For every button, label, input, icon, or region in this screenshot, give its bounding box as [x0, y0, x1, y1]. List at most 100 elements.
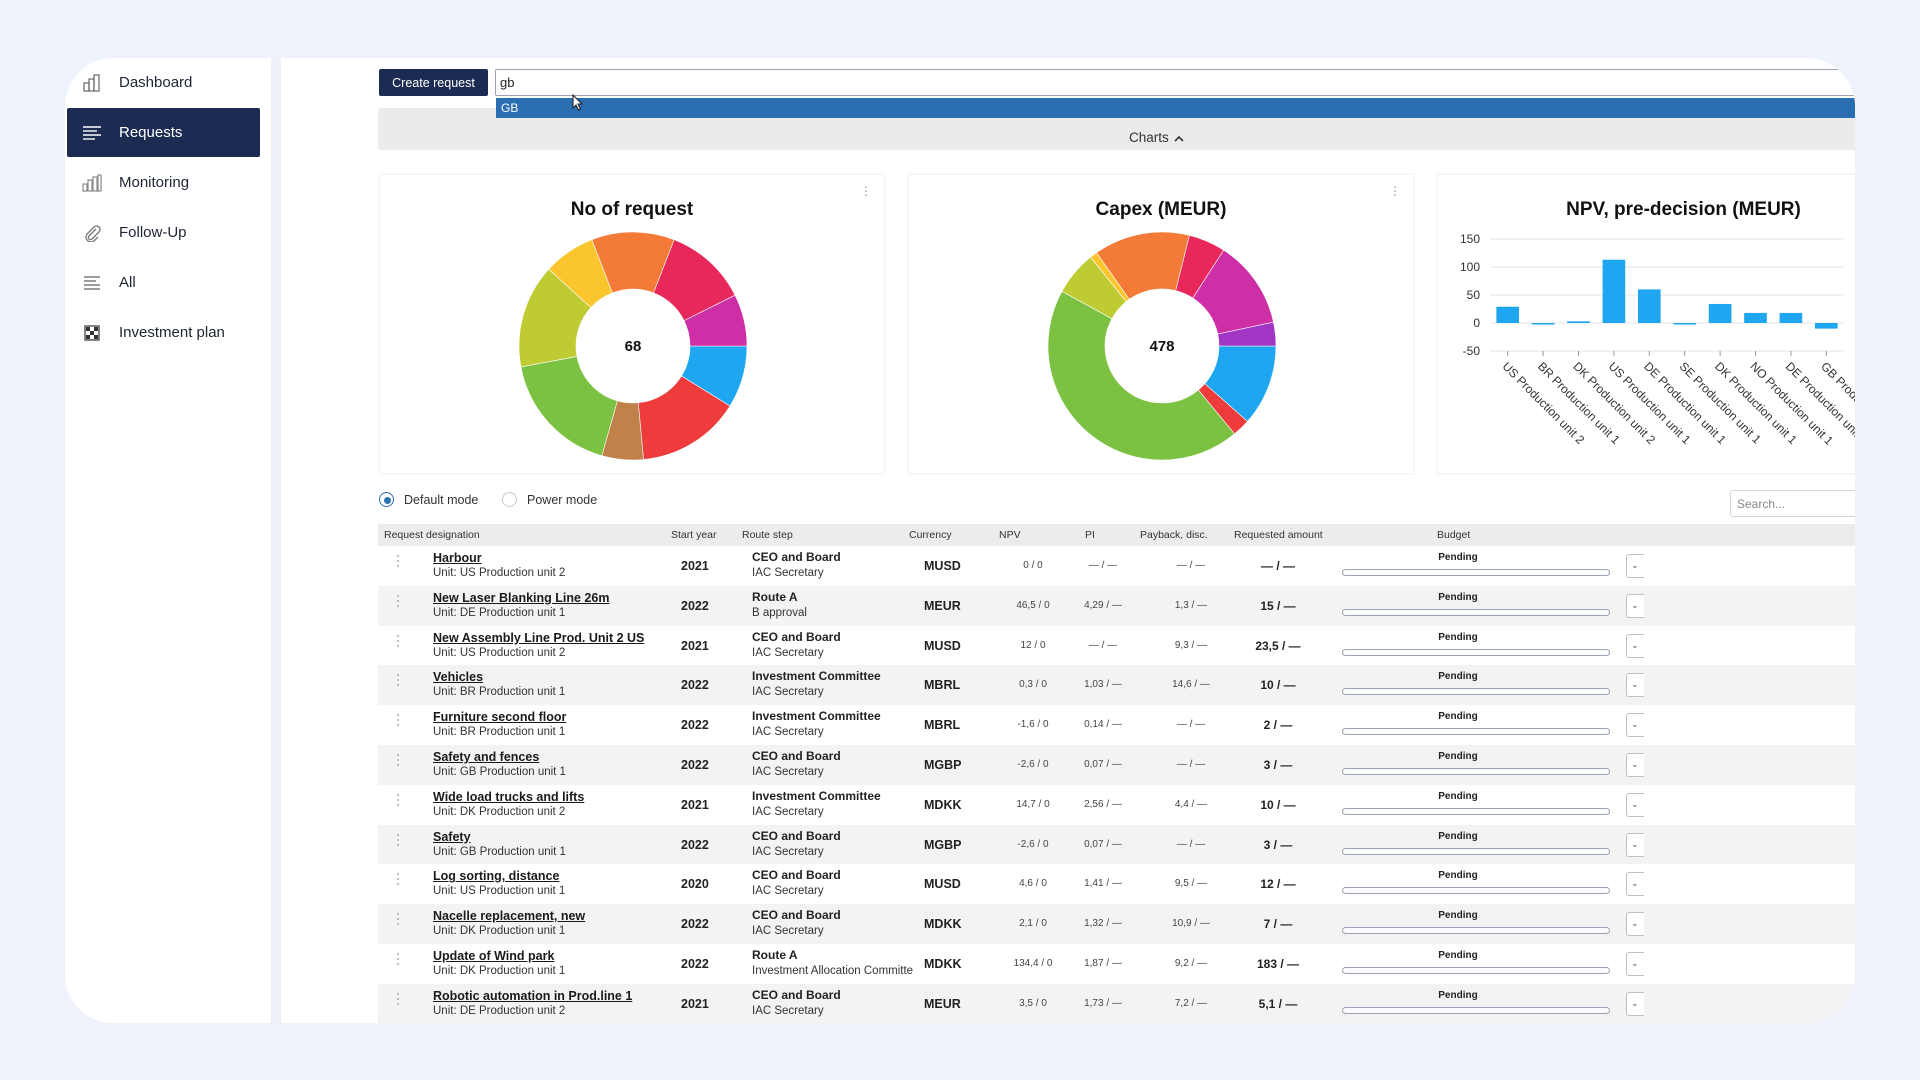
pi-value: 1,87 / —	[1084, 957, 1122, 969]
npv-value: 12 / 0	[1020, 639, 1046, 651]
bar[interactable]	[1814, 323, 1838, 329]
col-header-payback[interactable]: Payback, disc.	[1140, 529, 1208, 541]
chevron-down-icon[interactable]: ⌄	[1626, 832, 1644, 857]
request-title-link[interactable]: Vehicles	[433, 670, 484, 685]
bar[interactable]	[1567, 321, 1590, 323]
donut-slice[interactable]	[1217, 321, 1277, 347]
row-menu-icon[interactable]	[397, 873, 401, 888]
col-header-currency[interactable]: Currency	[909, 529, 952, 541]
row-menu-icon[interactable]	[397, 674, 401, 689]
pi-value: 1,03 / —	[1084, 679, 1122, 691]
radio-selected[interactable]	[379, 492, 394, 507]
chevron-down-icon[interactable]: ⌄	[1626, 792, 1644, 817]
request-title-link[interactable]: Safety and fences	[433, 749, 540, 764]
row-menu-icon[interactable]	[397, 992, 401, 1008]
table-row[interactable]: Log sorting, distance Unit: US Production…	[378, 864, 1855, 904]
request-title-link[interactable]: Safety	[433, 829, 471, 844]
table-row[interactable]: Nacelle replacement, new Unit: DK Product…	[378, 904, 1855, 944]
row-menu-icon[interactable]	[397, 634, 401, 650]
dropdown-option-gb[interactable]: GB	[496, 98, 1855, 118]
request-title-link[interactable]: Update of Wind park	[433, 948, 555, 963]
route-step: CEO and Board	[752, 629, 841, 644]
row-menu-icon[interactable]	[397, 793, 401, 809]
create-request-button[interactable]: Create request	[379, 69, 488, 96]
bar[interactable]	[1708, 303, 1732, 323]
table-row[interactable]: Safety and fences Unit: GB Production uni…	[378, 744, 1855, 785]
table-row[interactable]: Harbour Unit: US Production unit 2 2021 CEO…	[378, 546, 1855, 586]
start-year: 2022	[681, 956, 709, 971]
col-header-route-step[interactable]: Route step	[742, 529, 793, 541]
sidebar-item-requests[interactable]: Requests	[67, 108, 260, 157]
list-icon	[81, 123, 103, 143]
search-input[interactable]: gb	[495, 69, 1855, 96]
chevron-down-icon[interactable]: ⌄	[1626, 951, 1644, 976]
row-menu-icon[interactable]	[397, 594, 401, 610]
col-header-npv[interactable]: NPV	[999, 529, 1021, 541]
charts-toggle[interactable]: Charts	[1129, 130, 1184, 145]
sidebar-item-all[interactable]: All	[67, 258, 260, 307]
request-title-link[interactable]: Robotic automation in Prod.line 1	[433, 988, 633, 1003]
col-header-designation[interactable]: Request designation	[384, 529, 480, 541]
chevron-down-icon[interactable]: ⌄	[1626, 633, 1644, 658]
table-row[interactable]: Safety Unit: GB Production unit 1 2022 CEO …	[378, 824, 1855, 865]
donut-slice[interactable]	[683, 294, 748, 347]
table-row[interactable]: Robotic automation in Prod.line 1 Unit: D…	[378, 983, 1855, 1023]
row-menu-icon[interactable]	[397, 913, 401, 928]
table-row[interactable]: New Laser Blanking Line 26m Unit: DE Prod…	[378, 585, 1855, 626]
default-mode-label: Default mode	[404, 492, 479, 507]
chevron-down-icon[interactable]: ⌄	[1626, 593, 1644, 618]
bar[interactable]	[1673, 323, 1697, 325]
donut-slice[interactable]	[520, 356, 618, 457]
power-mode-radio[interactable]: Power mode	[502, 492, 597, 507]
pi-value: 2,56 / —	[1084, 798, 1122, 810]
sidebar-item-investment-plan[interactable]: Investment plan	[67, 308, 260, 357]
sidebar-item-monitoring[interactable]: Monitoring	[67, 158, 260, 207]
chevron-down-icon[interactable]: ⌄	[1626, 872, 1644, 897]
request-title-link[interactable]: New Assembly Line Prod. Unit 2 US	[433, 630, 645, 645]
bar[interactable]	[1779, 312, 1803, 323]
row-menu-icon[interactable]	[397, 753, 401, 769]
bar[interactable]	[1602, 259, 1626, 323]
route-step: CEO and Board	[752, 868, 841, 883]
radio-unselected[interactable]	[502, 492, 517, 507]
bar[interactable]	[1744, 312, 1767, 323]
chevron-down-icon[interactable]: ⌄	[1626, 554, 1644, 578]
budget-status: Pending	[1438, 631, 1478, 643]
table-row[interactable]: Furniture second floor Unit: BR Productio…	[378, 705, 1855, 745]
sidebar-item-dashboard[interactable]: Dashboard	[67, 58, 260, 107]
row-menu-icon[interactable]	[397, 555, 401, 570]
row-menu-icon[interactable]	[397, 833, 401, 849]
bar[interactable]	[1531, 323, 1555, 325]
bar[interactable]	[1637, 289, 1661, 323]
dashboard-icon	[81, 73, 103, 93]
chevron-down-icon[interactable]: ⌄	[1626, 752, 1644, 777]
table-search-input[interactable]: Search...	[1730, 490, 1855, 517]
table-row[interactable]: Update of Wind park Unit: DK Production u…	[378, 944, 1855, 984]
default-mode-radio[interactable]: Default mode	[379, 492, 478, 507]
col-header-requested[interactable]: Requested amount	[1234, 529, 1323, 541]
request-title-link[interactable]: New Laser Blanking Line 26m	[433, 590, 610, 605]
chevron-down-icon[interactable]: ⌄	[1626, 912, 1644, 937]
col-header-budget[interactable]: Budget	[1437, 529, 1471, 541]
request-title-link[interactable]: Furniture second floor	[433, 710, 567, 725]
power-mode-label: Power mode	[527, 492, 598, 507]
currency: MDKK	[924, 917, 962, 932]
request-title-link[interactable]: Log sorting, distance	[433, 869, 560, 884]
donut-slice[interactable]	[1047, 290, 1235, 461]
sidebar-item-follow-up[interactable]: Follow-Up	[67, 208, 260, 257]
chevron-down-icon[interactable]: ⌄	[1626, 991, 1644, 1016]
col-header-start-year[interactable]: Start year	[671, 529, 717, 541]
table-row[interactable]: New Assembly Line Prod. Unit 2 US Unit: U…	[378, 626, 1855, 666]
y-tick-label: 150	[1460, 232, 1480, 246]
request-title-link[interactable]: Nacelle replacement, new	[433, 909, 586, 924]
table-row[interactable]: Wide load trucks and lifts Unit: DK Produ…	[378, 785, 1855, 825]
chevron-down-icon[interactable]: ⌄	[1626, 713, 1644, 738]
request-title-link[interactable]: Harbour	[433, 551, 482, 565]
row-menu-icon[interactable]	[397, 952, 401, 968]
chevron-down-icon[interactable]: ⌄	[1626, 673, 1644, 698]
request-title-link[interactable]: Wide load trucks and lifts	[433, 789, 585, 804]
table-row[interactable]: Vehicles Unit: BR Production unit 1 2022 In…	[378, 665, 1855, 706]
row-menu-icon[interactable]	[397, 714, 401, 729]
bar[interactable]	[1496, 306, 1520, 323]
col-header-pi[interactable]: PI	[1085, 529, 1095, 541]
